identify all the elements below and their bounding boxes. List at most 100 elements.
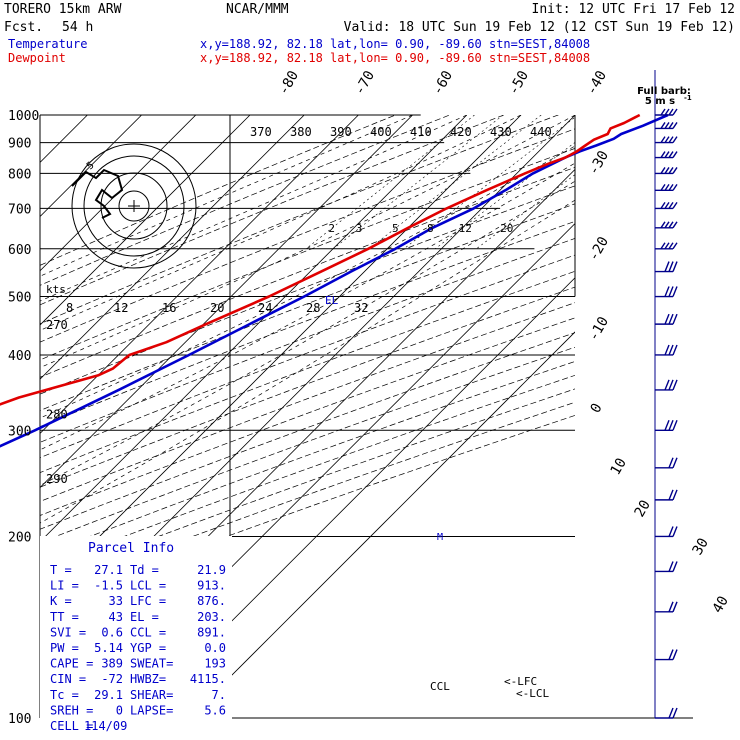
parcel-row-7-label1: CIN =: [50, 672, 86, 686]
dry-adiabat-340: [40, 220, 575, 428]
isotherm-40: [134, 277, 575, 718]
theta-label-370: 370: [250, 125, 272, 139]
wind-barb-175: [655, 561, 678, 573]
annotation-lcl: <-LCL: [516, 687, 549, 700]
parcel-row-9-label1: SREH =: [50, 703, 93, 717]
init-time: Init: 12 UTC Fri 17 Feb 12: [532, 2, 736, 17]
wind-barb-400: [655, 344, 678, 356]
wind-barb-200: [655, 526, 678, 538]
wind-barb-950: [655, 122, 678, 130]
dry-adiabat-400: [40, 317, 575, 516]
mixing-ratio-label-12: 12: [459, 222, 472, 235]
theta-e-label-24: 24: [258, 301, 272, 315]
parcel-row-6-label2: SWEAT=: [130, 657, 173, 671]
left-theta-label-270: 270: [46, 318, 68, 332]
wind-barb-750: [655, 183, 678, 192]
mixing-ratio-label-20: 20: [500, 222, 513, 235]
barb-note-exponent: -1: [684, 94, 692, 102]
hodograph: 5: [71, 143, 197, 269]
header: TORERO 15km ARW NCAR/MMM Init: 12 UTC Fr…: [4, 2, 735, 107]
wind-barb-100: [655, 707, 678, 719]
isotherm-label-20: 20: [632, 497, 654, 520]
fcst-value: 54 h: [62, 20, 93, 35]
parcel-row-0-label1: T =: [50, 563, 72, 577]
wind-barbs: [654, 70, 678, 719]
isotherm-50: [188, 331, 575, 718]
parcel-row-4-value1: 0.6: [101, 625, 123, 639]
isotherm-label--80: -80: [276, 68, 303, 98]
theta-label-410: 410: [410, 125, 432, 139]
parcel-row-6-value1: 389: [101, 657, 123, 671]
isotherm-label-0: 0: [588, 401, 606, 416]
theta-e-label-20: 20: [210, 301, 224, 315]
pressure-label-900: 900: [8, 137, 31, 152]
pressure-label-300: 300: [8, 424, 31, 439]
isotherm--20: [40, 115, 413, 489]
hodo-center-mark: [128, 200, 140, 212]
parcel-row-0-label2: Td =: [130, 563, 159, 577]
wind-barb-125: [655, 649, 678, 661]
wind-barb-800: [655, 167, 678, 175]
hodo-ring-4: [71, 143, 197, 269]
moist-adiabat-20: [40, 145, 575, 419]
parcel-row-3-label2: EL =: [130, 610, 159, 624]
wind-barb-600: [655, 242, 678, 250]
location-line-dew: x,y=188.92, 82.18 lat,lon= 0.90, -89.60 …: [200, 51, 590, 65]
dry-adiabat-310: [40, 166, 575, 378]
wind-barb-230: [655, 489, 678, 501]
hodo-ring-3: [83, 155, 185, 257]
pressure-label-500: 500: [8, 291, 31, 306]
curve-temperature: [0, 113, 669, 448]
pressure-label-200: 200: [8, 530, 31, 545]
isotherm--40: [40, 115, 305, 380]
isotherm-label--70: -70: [352, 68, 379, 98]
wind-barb-1000: [655, 108, 678, 116]
isotherm-label--50: -50: [506, 68, 533, 98]
annotation-el: EL: [325, 294, 339, 307]
dry-adiabat-420: [40, 346, 575, 544]
left-theta-label-290: 290: [46, 472, 68, 486]
theta-e-label-16: 16: [162, 301, 176, 315]
parcel-row-8-value1: 29.1: [94, 688, 123, 702]
wind-barb-260: [655, 457, 678, 469]
parcel-row-6-label1: CAPE =: [50, 657, 93, 671]
annotation-ccl: CCL: [430, 680, 450, 693]
wind-barb-450: [655, 313, 678, 325]
parcel-row-1-label1: LI =: [50, 579, 79, 593]
temperature-legend: Temperature: [8, 37, 87, 51]
valid-time: Valid: 18 UTC Sun 19 Feb 12 (12 CST Sun …: [344, 20, 735, 35]
org-name: NCAR/MMM: [226, 2, 289, 17]
theta-e-label-32: 32: [354, 301, 368, 315]
isotherm-label-30: 30: [690, 535, 712, 558]
clipped-grid: [40, 115, 575, 718]
wind-barb-350: [655, 379, 678, 391]
parcel-row-7-label2: HWBZ=: [130, 672, 166, 686]
mixing-ratio-label-2: 2: [328, 222, 335, 235]
wind-barb-500: [655, 286, 678, 298]
curve-dewpoint: [0, 113, 641, 406]
fcst-label: Fcst.: [4, 20, 43, 35]
isotherm-label--60: -60: [430, 68, 457, 98]
mixing-ratio-label-8: 8: [427, 222, 434, 235]
mixing-ratio-line-8: [403, 116, 575, 250]
moist-adiabat--10: [40, 115, 467, 302]
parcel-row-5-label2: YGP =: [130, 641, 166, 655]
moist-adiabat-10: [40, 115, 575, 369]
parcel-row-4-label1: SVI =: [50, 625, 86, 639]
parcel-row-8-label1: Tc =: [50, 688, 79, 702]
pressure-label-100: 100: [8, 712, 31, 727]
dry-adiabat-390: [40, 302, 575, 502]
wind-barb-650: [655, 221, 678, 229]
pressure-label-1000: 1000: [8, 109, 39, 124]
model-name: TORERO 15km ARW: [4, 2, 122, 17]
wind-barb-150: [655, 601, 678, 613]
parcel-panel-bg: [40, 536, 232, 722]
parcel-row-8-label2: SHEAR=: [130, 688, 173, 702]
parcel-row-2-label1: K =: [50, 594, 72, 608]
dewpoint-legend: Dewpoint: [8, 51, 66, 65]
parcel-row-6-value2: 193: [204, 657, 226, 671]
parcel-row-3-value2: 203.: [197, 610, 226, 624]
dry-adiabat-350: [40, 238, 575, 443]
mixing-ratio-label-3: 3: [356, 222, 363, 235]
dry-adiabat-330: [40, 203, 575, 411]
